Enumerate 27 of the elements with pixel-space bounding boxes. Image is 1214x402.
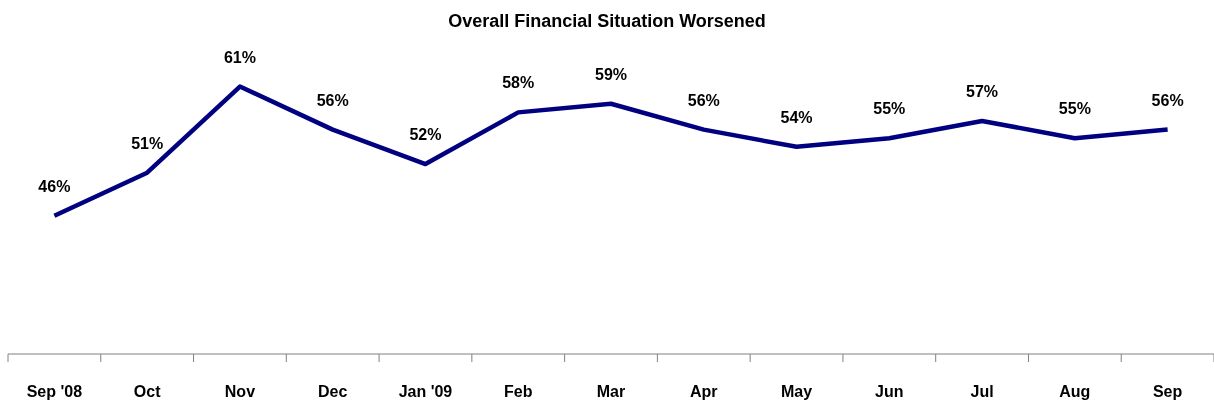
x-tick-label: Oct bbox=[133, 383, 162, 400]
x-tick-label: Sep bbox=[1152, 383, 1183, 400]
x-tick-label: Jan '09 bbox=[398, 383, 453, 400]
x-tick-label: Apr bbox=[689, 383, 718, 400]
data-label: 52% bbox=[409, 126, 442, 144]
x-tick-label: Jun bbox=[875, 383, 904, 400]
data-label: 59% bbox=[594, 65, 628, 83]
data-label: 56% bbox=[316, 91, 349, 109]
x-tick-label: Jul bbox=[970, 383, 994, 400]
data-label: 61% bbox=[223, 48, 256, 66]
chart-title: Overall Financial Situation Worsened bbox=[448, 11, 766, 31]
data-label: 55% bbox=[1058, 100, 1091, 118]
x-tick-label: May bbox=[780, 383, 813, 400]
data-label: 57% bbox=[966, 82, 999, 100]
data-label: 54% bbox=[780, 108, 813, 126]
data-label: 51% bbox=[131, 134, 164, 152]
data-label: 58% bbox=[502, 74, 535, 92]
data-label: 56% bbox=[687, 91, 720, 109]
data-label: 56% bbox=[1151, 91, 1184, 109]
data-label: 55% bbox=[873, 100, 906, 118]
x-tick-label: Feb bbox=[504, 383, 533, 400]
x-tick-label: Sep '08 bbox=[26, 383, 83, 400]
data-label: 46% bbox=[38, 177, 71, 195]
x-tick-label: Nov bbox=[224, 383, 256, 400]
x-tick-label: Dec bbox=[318, 383, 348, 400]
x-tick-label: Aug bbox=[1059, 383, 1091, 400]
x-tick-label: Mar bbox=[596, 383, 626, 400]
